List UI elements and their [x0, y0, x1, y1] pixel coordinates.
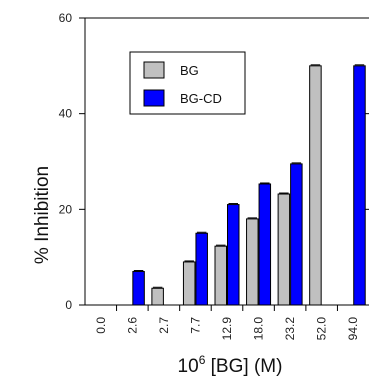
- y-tick-label: 20: [59, 202, 73, 216]
- x-tick-label: 52.0: [315, 317, 329, 341]
- legend-swatch-bg-cd: [143, 89, 165, 107]
- bar-bg-cd: [353, 65, 366, 306]
- bar-bg: [151, 287, 164, 306]
- legend-swatch-bg: [143, 61, 165, 79]
- legend: BG BG-CD: [129, 51, 246, 115]
- bar-bg-cd: [195, 232, 208, 306]
- x-tick-label: 18.0: [252, 317, 266, 341]
- legend-label-bg: BG: [180, 63, 199, 78]
- x-tick-label: 7.7: [188, 317, 202, 334]
- x-axis-title-base: 10: [178, 356, 199, 377]
- bar-bg: [182, 261, 196, 306]
- x-tick-label: 2.6: [125, 317, 139, 334]
- x-tick-label: 2.7: [157, 317, 171, 334]
- x-axis-ticks: 0.0 2.6 2.7 7.7 12.9 18.0 23.2 52.0 94.0: [94, 305, 360, 340]
- x-tick-label: 94.0: [346, 317, 360, 341]
- x-tick-label: 12.9: [220, 317, 234, 341]
- bar-bg: [246, 218, 259, 306]
- y-tick-label: 0: [65, 298, 72, 312]
- bar-bg-cd: [227, 204, 240, 306]
- y-tick-label: 60: [59, 11, 73, 25]
- y-axis-title: % Inhibition: [32, 166, 53, 264]
- x-tick-label: 0.0: [94, 317, 108, 334]
- bar-bg-cd: [132, 271, 145, 306]
- x-axis-title-rest: [BG] (M): [205, 356, 282, 377]
- x-axis-title-exponent: 6: [199, 353, 206, 367]
- x-axis-title: 106 [BG] (M): [178, 353, 283, 377]
- x-tick-label: 23.2: [283, 317, 297, 341]
- y-axis-ticks: 0 20 40 60: [59, 11, 369, 312]
- bar-bg-cd: [290, 163, 303, 306]
- legend-label-bg-cd: BG-CD: [180, 91, 222, 106]
- bar-bg: [277, 193, 291, 306]
- bar-bg: [214, 245, 227, 306]
- bar-bg-cd: [258, 183, 272, 306]
- y-tick-label: 40: [59, 107, 73, 121]
- bar-bg: [309, 65, 322, 306]
- bars: [132, 64, 366, 306]
